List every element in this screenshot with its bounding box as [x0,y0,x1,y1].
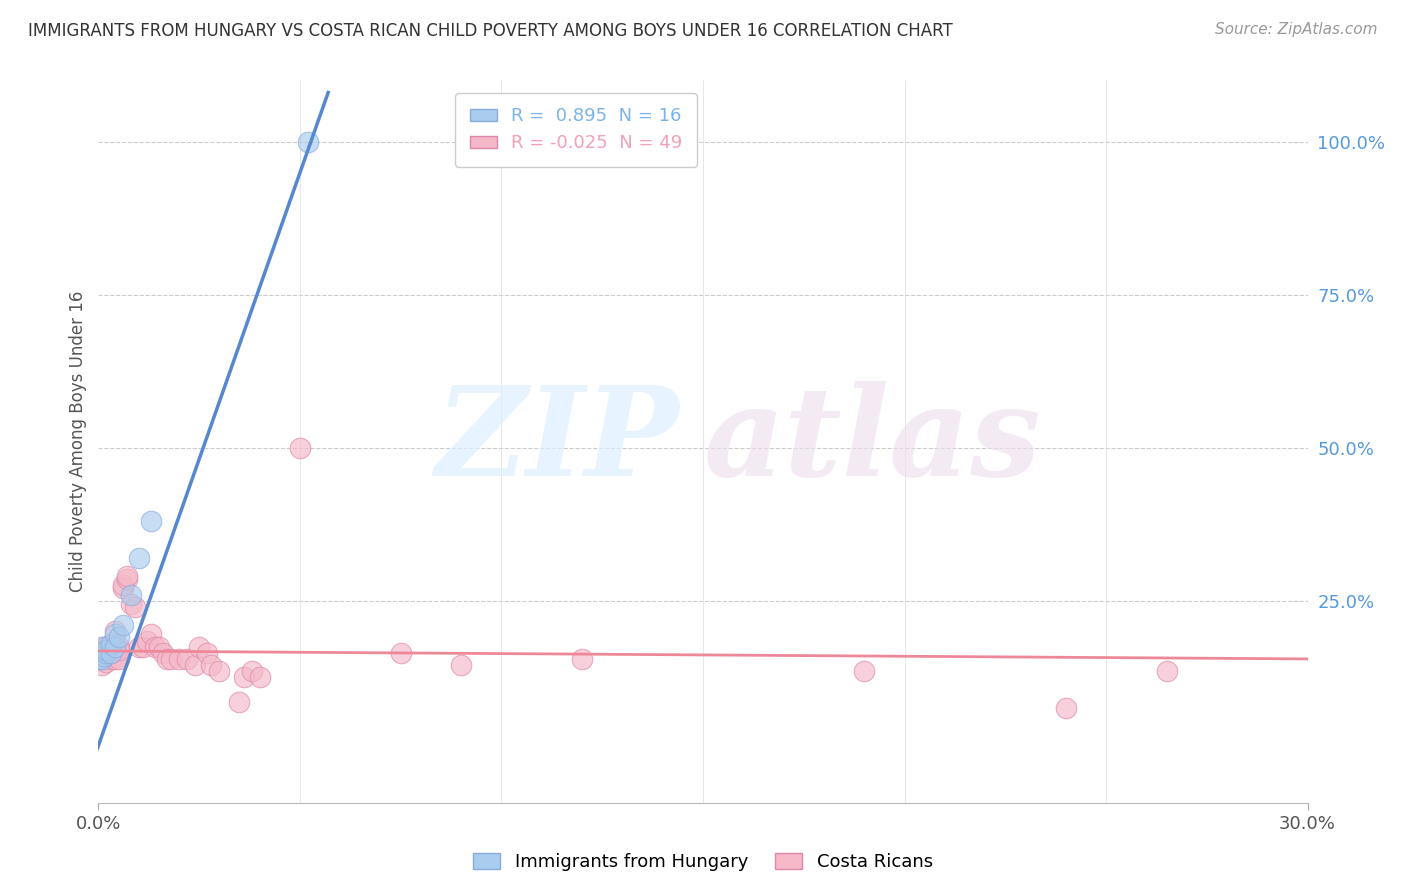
Point [195,646,218,660]
Point [107,631,129,645]
Point [96,646,118,660]
Legend: R =  0.895  N = 16, R = -0.025  N = 49: R = 0.895 N = 16, R = -0.025 N = 49 [456,93,697,167]
Point [132,640,155,654]
Point [188,640,211,654]
Point [89,652,111,666]
Point [107,642,129,657]
Point [111,618,134,632]
Point [100,646,122,660]
Point [103,640,125,654]
Point [1054,701,1077,715]
Point [93,640,115,654]
Point [208,664,231,678]
Point [107,640,129,654]
Y-axis label: Child Poverty Among Boys Under 16: Child Poverty Among Boys Under 16 [69,291,87,592]
Text: IMMIGRANTS FROM HUNGARY VS COSTA RICAN CHILD POVERTY AMONG BOYS UNDER 16 CORRELA: IMMIGRANTS FROM HUNGARY VS COSTA RICAN C… [28,22,953,40]
Point [91,642,114,657]
Point [115,569,138,583]
Point [120,588,142,602]
Legend: Immigrants from Hungary, Costa Ricans: Immigrants from Hungary, Costa Ricans [465,846,941,879]
Text: Source: ZipAtlas.com: Source: ZipAtlas.com [1215,22,1378,37]
Point [103,624,125,639]
Point [184,658,207,673]
Point [103,627,125,641]
Point [143,640,166,654]
Point [200,658,222,673]
Point [249,670,271,684]
Point [176,652,198,666]
Point [107,652,129,666]
Point [389,646,412,660]
Text: ZIP: ZIP [434,381,679,502]
Point [152,646,174,660]
Point [571,652,593,666]
Point [100,646,122,660]
Point [120,597,142,611]
Point [139,627,162,641]
Point [91,658,114,673]
Point [135,633,157,648]
Point [100,637,122,651]
Point [111,582,134,596]
Point [156,652,179,666]
Point [232,670,254,684]
Point [240,664,263,678]
Point [853,664,876,678]
Point [103,652,125,666]
Point [103,640,125,654]
Point [96,640,118,654]
Point [100,637,122,651]
Point [160,652,183,666]
Point [297,135,319,149]
Text: atlas: atlas [703,381,1040,502]
Point [288,441,311,455]
Point [89,652,111,666]
Point [1156,664,1178,678]
Point [128,550,150,565]
Point [91,652,114,666]
Point [100,652,122,666]
Point [228,695,250,709]
Point [96,655,118,669]
Point [115,572,138,586]
Point [124,599,146,614]
Point [111,578,134,592]
Point [96,642,118,657]
Point [450,658,472,673]
Point [91,640,114,654]
Point [128,640,150,654]
Point [93,648,115,663]
Point [139,514,162,528]
Point [96,646,118,660]
Point [167,652,190,666]
Point [148,640,170,654]
